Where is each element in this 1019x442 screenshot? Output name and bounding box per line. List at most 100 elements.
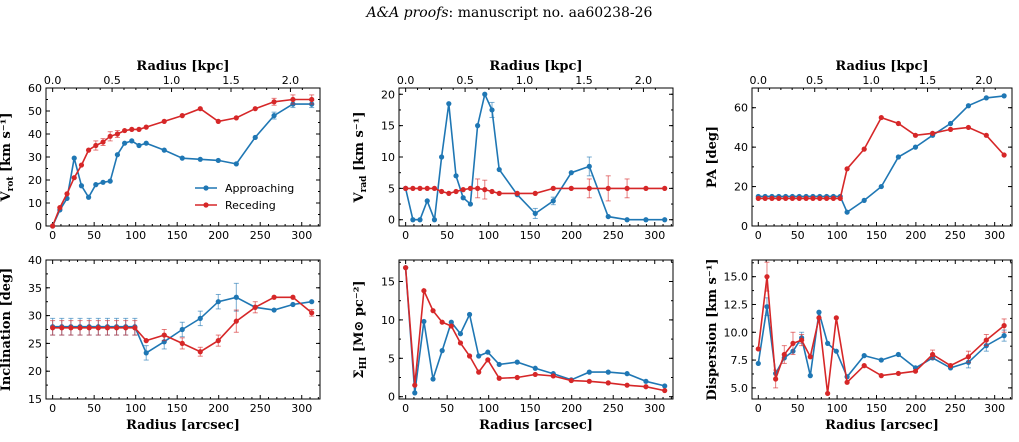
data-point bbox=[568, 185, 574, 191]
data-point bbox=[290, 96, 296, 103]
x-tick-label: 200 bbox=[905, 229, 926, 242]
data-point bbox=[912, 368, 919, 374]
y-axis-label: Vrot [km s⁻¹] bbox=[0, 113, 16, 203]
data-point bbox=[271, 99, 277, 105]
data-point bbox=[439, 348, 445, 354]
data-point bbox=[215, 157, 221, 164]
data-point bbox=[431, 185, 438, 191]
data-point bbox=[755, 195, 761, 201]
data-point bbox=[965, 103, 972, 109]
data-point bbox=[446, 190, 452, 196]
data-point bbox=[129, 126, 135, 132]
data-point bbox=[410, 217, 416, 223]
data-point bbox=[421, 318, 427, 325]
x-tick-label: 150 bbox=[520, 402, 541, 415]
data-point bbox=[790, 340, 796, 346]
x-tick-label: 0 bbox=[755, 229, 762, 242]
x-tick-label: 300 bbox=[984, 229, 1005, 242]
y-label-main: V bbox=[0, 191, 14, 203]
y-tick-label: 0 bbox=[741, 220, 748, 233]
y-label-main: PA [deg] bbox=[705, 126, 720, 188]
y-tick-label: 20 bbox=[381, 88, 395, 101]
x-tick-label: 50 bbox=[87, 229, 101, 242]
data-point bbox=[179, 340, 185, 346]
data-point bbox=[837, 195, 843, 201]
data-point bbox=[417, 185, 423, 191]
data-point bbox=[161, 147, 167, 153]
top-tick-label: 1.5 bbox=[919, 74, 937, 87]
x-tick-label: 150 bbox=[866, 229, 887, 242]
y-label-main: Inclination [deg] bbox=[0, 268, 14, 392]
series-line bbox=[758, 95, 1005, 214]
axes-frame bbox=[751, 259, 1013, 400]
data-point bbox=[833, 348, 839, 354]
data-point bbox=[878, 357, 884, 363]
top-tick-label: 1.0 bbox=[516, 74, 534, 87]
data-point bbox=[824, 195, 830, 201]
data-point bbox=[550, 185, 556, 191]
data-point bbox=[252, 106, 258, 112]
series-approaching bbox=[50, 100, 315, 229]
y-tick-label: 50 bbox=[28, 105, 42, 118]
data-point bbox=[895, 351, 901, 358]
data-point bbox=[755, 360, 761, 367]
data-point bbox=[85, 147, 92, 153]
data-point bbox=[983, 337, 989, 343]
x-tick-label: 100 bbox=[827, 402, 848, 415]
data-point bbox=[605, 213, 611, 220]
data-point bbox=[817, 195, 823, 201]
data-point bbox=[85, 194, 92, 200]
data-point bbox=[895, 370, 901, 377]
top-tick-label: 0.0 bbox=[750, 74, 768, 87]
series-receding bbox=[50, 294, 315, 357]
data-point bbox=[100, 179, 106, 185]
top-tick-label: 0.5 bbox=[806, 74, 824, 87]
x-tick-label: 100 bbox=[478, 402, 499, 415]
data-point bbox=[624, 217, 630, 223]
data-point bbox=[861, 197, 867, 203]
x-tick-label: 300 bbox=[644, 402, 665, 415]
data-point bbox=[605, 185, 611, 191]
data-point bbox=[764, 274, 770, 280]
y-tick-label: 0 bbox=[388, 214, 395, 227]
x-tick-label: 300 bbox=[984, 402, 1005, 415]
data-point bbox=[624, 382, 630, 388]
data-point bbox=[1001, 333, 1007, 339]
data-point bbox=[912, 132, 919, 138]
top-tick-label: 0.0 bbox=[44, 74, 62, 87]
data-point bbox=[514, 190, 520, 196]
y-axis-label: Inclination [deg] bbox=[0, 268, 14, 392]
data-point bbox=[179, 155, 185, 161]
top-axis-label: Radius [kpc] bbox=[835, 59, 928, 74]
x-tick-label: 50 bbox=[440, 229, 454, 242]
data-point bbox=[586, 378, 592, 384]
data-point bbox=[830, 195, 836, 201]
data-point bbox=[947, 126, 954, 132]
y-tick-label: 7.5 bbox=[731, 354, 749, 367]
data-point bbox=[643, 384, 649, 390]
data-point bbox=[100, 139, 106, 145]
series-receding bbox=[755, 261, 1007, 397]
data-point bbox=[412, 382, 418, 388]
series-receding bbox=[755, 114, 1007, 201]
y-label-unit: [km s⁻¹] bbox=[0, 113, 14, 177]
data-point bbox=[50, 325, 56, 331]
data-point bbox=[624, 371, 630, 377]
data-point bbox=[50, 223, 56, 229]
data-point bbox=[215, 338, 221, 344]
data-point bbox=[64, 191, 70, 197]
top-tick-label: 0.5 bbox=[456, 74, 474, 87]
data-point bbox=[113, 325, 120, 331]
data-point bbox=[825, 390, 831, 397]
top-tick-label: 2.0 bbox=[635, 74, 653, 87]
data-point bbox=[197, 315, 203, 321]
data-point bbox=[233, 318, 239, 324]
data-point bbox=[773, 376, 779, 382]
y-tick-label: 40 bbox=[28, 128, 42, 141]
data-point bbox=[114, 152, 121, 158]
data-point bbox=[197, 106, 203, 112]
data-point bbox=[448, 323, 454, 329]
series-line bbox=[404, 91, 665, 221]
top-tick-label: 1.5 bbox=[222, 74, 240, 87]
data-point bbox=[861, 146, 867, 152]
